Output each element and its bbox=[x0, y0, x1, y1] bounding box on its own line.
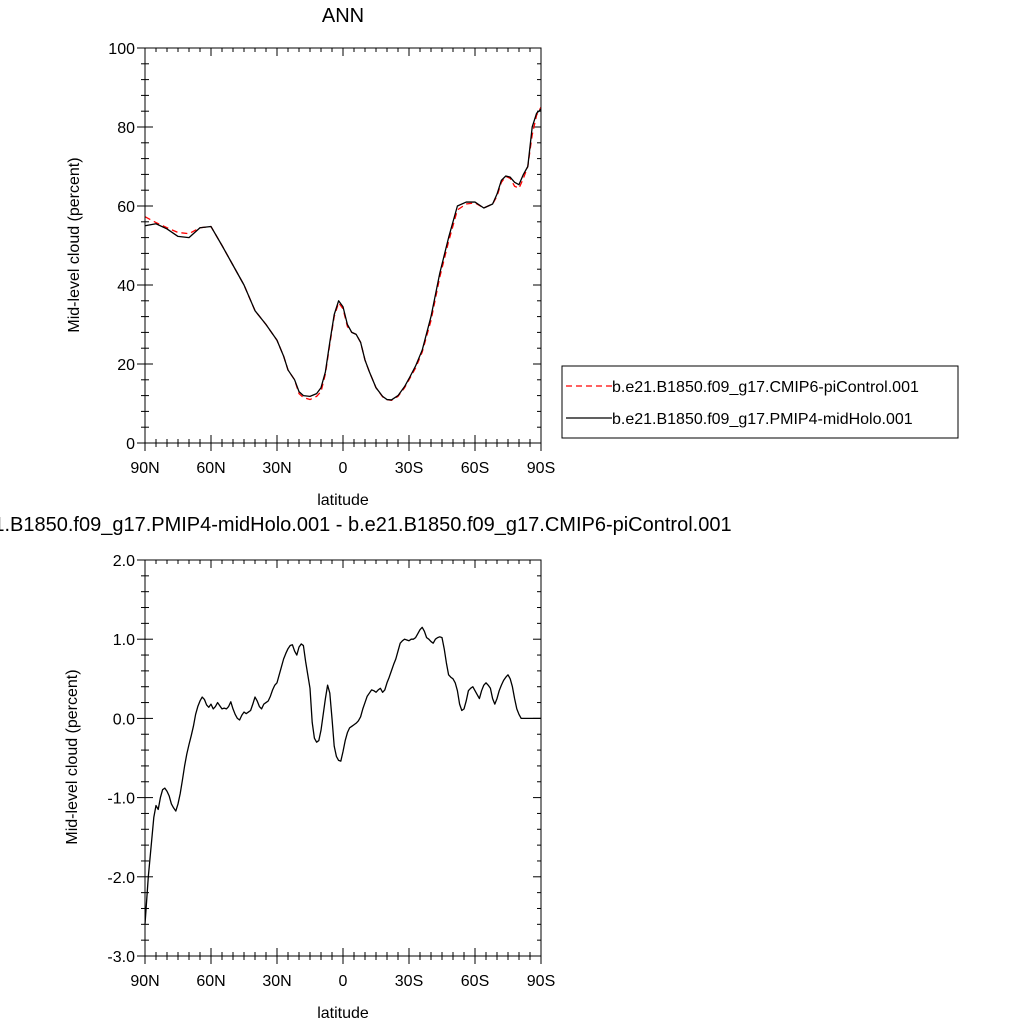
x-tick-label: 90S bbox=[527, 460, 555, 477]
x-tick-label: 90N bbox=[130, 973, 159, 990]
y-tick-label: 100 bbox=[108, 41, 135, 58]
y-tick-label: -1.0 bbox=[107, 791, 135, 808]
series-lines bbox=[144, 106, 542, 401]
series-lines bbox=[144, 626, 541, 925]
series-line-0 bbox=[144, 106, 542, 401]
x-tick-label: 30S bbox=[395, 973, 423, 990]
y-tick-label: 80 bbox=[117, 120, 135, 137]
series-line-1 bbox=[144, 108, 542, 401]
x-tick-label: 30N bbox=[262, 973, 291, 990]
x-tick-label: 60N bbox=[196, 973, 225, 990]
y-axis-label: Mid-level cloud (percent) bbox=[66, 157, 83, 332]
y-tick-label: 1.0 bbox=[113, 632, 135, 649]
legend-box bbox=[561, 365, 959, 439]
plot-frame bbox=[144, 559, 542, 957]
x-axis-label: latitude bbox=[317, 1005, 369, 1022]
x-tick-label: 0 bbox=[339, 973, 348, 990]
y-tick-label: -2.0 bbox=[107, 870, 135, 887]
y-tick-label: 0.0 bbox=[113, 711, 135, 728]
legend-label-midholo: b.e21.B1850.f09_g17.PMIP4-midHolo.001 bbox=[612, 411, 913, 428]
series-line-0 bbox=[144, 626, 541, 925]
y-tick-label: 2.0 bbox=[113, 553, 135, 570]
chart-title: ANN bbox=[322, 5, 364, 27]
x-tick-label: 30S bbox=[395, 460, 423, 477]
axis-ticks: 90N 60N 30N 0 30S 60S 90S -3.0 -2.0 -1.0 0.0 1.0 2.0 bbox=[107, 553, 555, 990]
plot-frame bbox=[144, 47, 542, 444]
x-tick-label: 90S bbox=[527, 973, 555, 990]
axis-ticks: 90N 60N 30N 0 30S 60S 90S 0 20 40 60 80 100 bbox=[108, 41, 555, 477]
y-tick-label: 40 bbox=[117, 278, 135, 295]
y-axis-label: Mid-level cloud (percent) bbox=[64, 669, 81, 844]
y-tick-label: 0 bbox=[126, 436, 135, 453]
cloud-chart-ann: ANN Mid-level cloud (percent) latitude 9… bbox=[66, 5, 959, 509]
x-tick-label: 30N bbox=[262, 460, 291, 477]
y-tick-label: 20 bbox=[117, 357, 135, 374]
x-tick-label: 60S bbox=[461, 460, 489, 477]
legend: b.e21.B1850.f09_g17.CMIP6-piControl.001 … bbox=[561, 365, 959, 439]
y-tick-label: 60 bbox=[117, 199, 135, 216]
x-tick-label: 60N bbox=[196, 460, 225, 477]
x-tick-label: 60S bbox=[461, 973, 489, 990]
x-tick-label: 90N bbox=[130, 460, 159, 477]
x-axis-label: latitude bbox=[317, 492, 369, 509]
x-tick-label: 0 bbox=[339, 460, 348, 477]
chart-title: b.e21.B1850.f09_g17.PMIP4-midHolo.001 - … bbox=[0, 514, 732, 536]
y-tick-label: -3.0 bbox=[107, 949, 135, 966]
cloud-difference-chart: b.e21.B1850.f09_g17.PMIP4-midHolo.001 - … bbox=[0, 514, 732, 1022]
legend-label-picontrol: b.e21.B1850.f09_g17.CMIP6-piControl.001 bbox=[612, 379, 919, 396]
